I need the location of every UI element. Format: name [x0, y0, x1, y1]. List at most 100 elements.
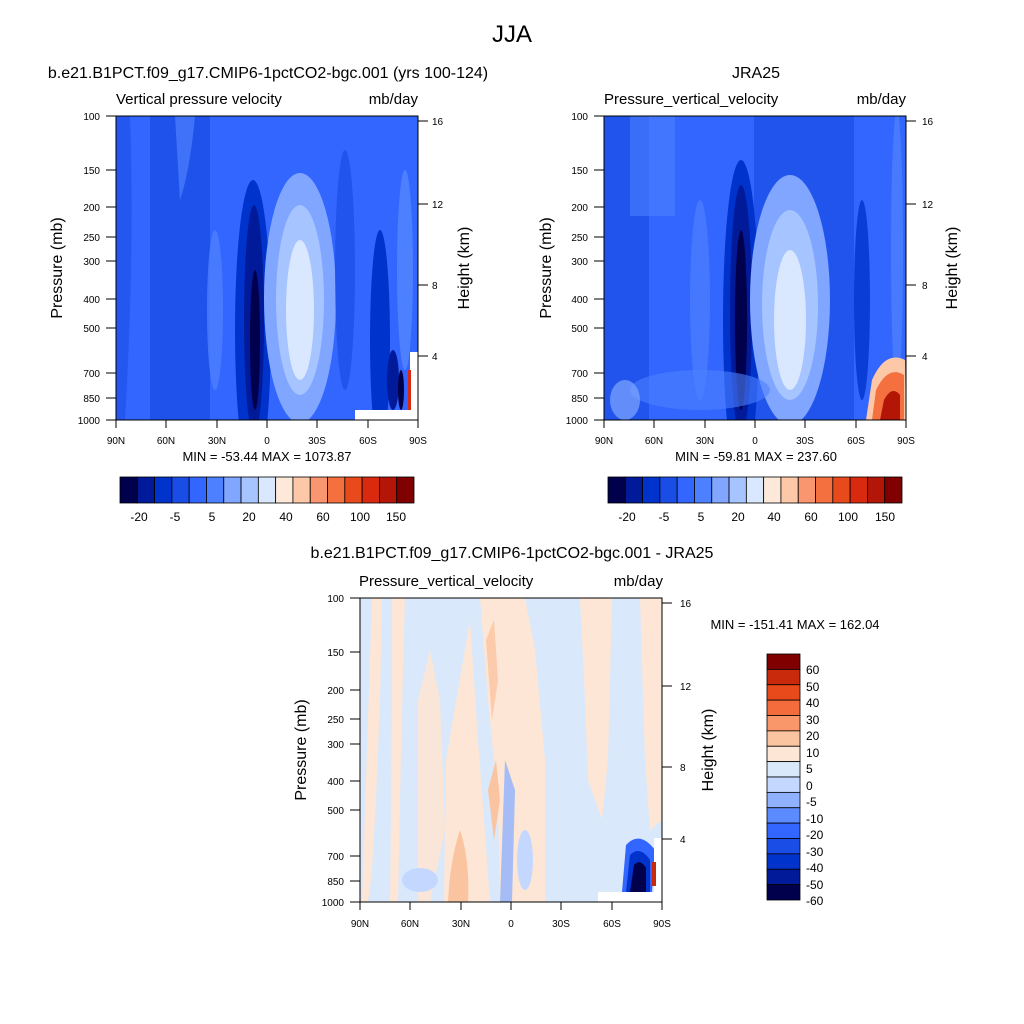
contour-field	[116, 116, 418, 420]
colorbar-label: -5	[806, 795, 817, 809]
colorbar-labels: 60 50 40 30 20 10 5 0 -5 -10 -20 -30 -40…	[806, 663, 824, 908]
y2-tick: 12	[432, 200, 444, 211]
colorbar-box	[766, 715, 801, 732]
colorbar-box	[849, 476, 868, 504]
y-tick: 300	[571, 257, 588, 268]
colorbar-box	[797, 476, 816, 504]
y-tick: 150	[327, 648, 344, 659]
y-tick: 200	[83, 203, 100, 214]
colorbar-box	[766, 653, 801, 670]
y-tick: 200	[571, 203, 588, 214]
colorbar-label: 100	[350, 510, 370, 524]
y2-tick: 8	[432, 281, 438, 292]
min-max-label: MIN = -53.44 MAX = 1073.87	[182, 449, 351, 464]
y2-tick: 16	[680, 599, 692, 610]
y-tick: 850	[571, 394, 588, 405]
units-label: mb/day	[614, 573, 664, 590]
contour-field	[360, 598, 662, 902]
colorbar-label: -20	[130, 510, 148, 524]
y-tick: 200	[327, 686, 344, 697]
panel-difference: b.e21.B1PCT.f09_g17.CMIP6-1pctCO2-bgc.00…	[293, 545, 880, 930]
y2-tick: 16	[922, 117, 934, 128]
y-tick: 300	[327, 740, 344, 751]
x-tick: 90N	[351, 919, 369, 930]
colorbar	[607, 476, 903, 504]
colorbar-box	[309, 476, 328, 504]
colorbar-label: -5	[170, 510, 181, 524]
panel-title: b.e21.B1PCT.f09_g17.CMIP6-1pctCO2-bgc.00…	[48, 65, 488, 82]
colorbar-box	[659, 476, 678, 504]
colorbar-box	[766, 791, 801, 809]
colorbar-label: 30	[806, 713, 820, 727]
colorbar-label: 60	[804, 510, 818, 524]
colorbar-label: -50	[806, 878, 824, 892]
colorbar-label: 20	[731, 510, 745, 524]
min-max-label: MIN = -151.41 MAX = 162.04	[710, 617, 879, 632]
colorbar-label: 50	[806, 680, 820, 694]
y2-tick: 4	[922, 352, 928, 363]
colorbar-box	[257, 476, 277, 504]
y-tick: 1000	[566, 416, 589, 427]
colorbar-label: 5	[806, 762, 813, 776]
x-tick: 30N	[452, 919, 470, 930]
colorbar-box	[292, 476, 311, 504]
y-tick: 500	[571, 324, 588, 335]
y2-tick: 16	[432, 117, 444, 128]
y-axis-ticks: 100 150 200 250 300 400 500 700 850 1000	[566, 112, 589, 427]
min-max-label: MIN = -59.81 MAX = 237.60	[675, 449, 837, 464]
colorbar-box	[766, 822, 801, 839]
colorbar-box	[766, 776, 801, 793]
y-axis-title: Pressure (mb)	[49, 217, 66, 318]
colorbar-box	[766, 807, 801, 824]
colorbar-label: 150	[386, 510, 406, 524]
x-tick: 60N	[401, 919, 419, 930]
x-tick: 60S	[603, 919, 621, 930]
x-tick: 90N	[595, 436, 613, 447]
x-tick: 0	[264, 436, 270, 447]
colorbar-label: 40	[767, 510, 781, 524]
colorbar-box	[188, 476, 207, 504]
colorbar-label: 20	[242, 510, 256, 524]
colorbar-box	[206, 476, 225, 504]
colorbar-box	[223, 476, 242, 504]
colorbar	[766, 653, 801, 901]
colorbar-box	[379, 476, 398, 504]
colorbar-label: -20	[618, 510, 636, 524]
colorbar-box	[884, 476, 903, 504]
x-axis-ticks: 90N 60N 30N 0 30S 60S 90S	[595, 436, 915, 447]
y-tick: 100	[327, 594, 344, 605]
colorbar-label: -10	[806, 812, 824, 826]
colorbar-label: 5	[698, 510, 705, 524]
colorbar-label: -30	[806, 845, 824, 859]
colorbar-box	[711, 476, 730, 504]
x-tick: 30S	[308, 436, 326, 447]
y-tick: 700	[571, 369, 588, 380]
x-axis-ticks: 90N 60N 30N 0 30S 60S 90S	[107, 436, 427, 447]
colorbar-label: -40	[806, 861, 824, 875]
y-axis-title: Pressure (mb)	[293, 699, 310, 800]
colorbar-label: 0	[806, 779, 813, 793]
colorbar-box	[694, 476, 713, 504]
colorbar-label: 40	[806, 696, 820, 710]
colorbar-box	[766, 868, 801, 886]
panel-model: b.e21.B1PCT.f09_g17.CMIP6-1pctCO2-bgc.00…	[48, 65, 488, 524]
colorbar-box	[867, 476, 886, 504]
colorbar-box	[361, 476, 380, 504]
colorbar-label: 20	[806, 729, 820, 743]
y-tick: 1000	[322, 898, 345, 909]
y2-axis-title: Height (km)	[944, 227, 961, 310]
y2-axis-ticks: 16 12 8 4	[680, 599, 692, 846]
x-tick: 30N	[208, 436, 226, 447]
colorbar-box	[240, 476, 259, 504]
y-tick: 150	[83, 166, 100, 177]
y-tick: 850	[327, 877, 344, 888]
colorbar-box	[766, 761, 801, 778]
x-tick: 60S	[847, 436, 865, 447]
panel-title: JRA25	[732, 65, 780, 82]
variable-label: Pressure_vertical_velocity	[604, 91, 779, 108]
colorbar-box	[171, 476, 190, 504]
y2-tick: 12	[680, 682, 692, 693]
x-tick: 90S	[409, 436, 427, 447]
colorbar-box	[745, 476, 765, 504]
